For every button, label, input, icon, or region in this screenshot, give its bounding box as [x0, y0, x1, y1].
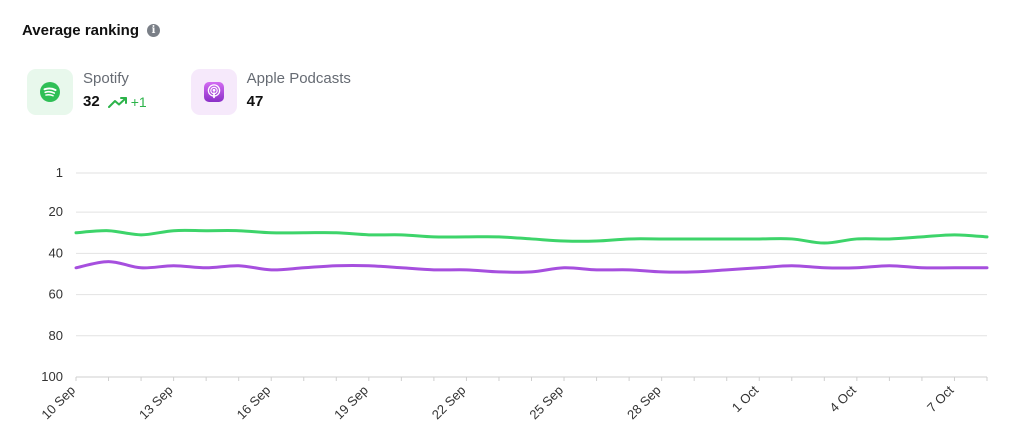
y-tick-label: 40: [49, 245, 63, 260]
platform-spotify[interactable]: Spotify 32 +1: [27, 69, 147, 115]
y-tick-label: 100: [41, 369, 63, 384]
platform-apple-podcasts[interactable]: Apple Podcasts 47: [190, 69, 351, 115]
platform-ranking: 32: [83, 93, 100, 110]
chart-title: Average ranking: [22, 22, 139, 39]
series-line-apple-podcasts: [74, 260, 989, 274]
ranking-change: +1: [107, 93, 147, 110]
x-tick-label: 4 Oct: [826, 382, 859, 415]
info-icon[interactable]: i: [147, 24, 160, 37]
ranking-change-value: +1: [130, 93, 147, 110]
x-tick-label: 1 Oct: [729, 382, 762, 415]
platform-ranking: 47: [246, 93, 264, 110]
x-tick-label: 16 Sep: [234, 383, 274, 423]
platform-summary: Spotify 32 +1: [27, 69, 395, 115]
x-tick-label: 25 Sep: [526, 383, 566, 423]
chart-header: Average ranking i: [22, 22, 160, 39]
platform-name: Spotify: [83, 70, 129, 87]
spotify-icon: [40, 82, 60, 102]
apple-podcasts-icon: [203, 82, 224, 102]
y-tick-label: 20: [49, 204, 63, 219]
x-tick-label: 19 Sep: [331, 383, 371, 423]
x-tick-label: 22 Sep: [429, 383, 469, 423]
spotify-badge: [27, 69, 73, 115]
x-tick-label: 7 Oct: [924, 382, 957, 415]
y-tick-label: 60: [49, 287, 63, 302]
trend-up-icon: [107, 96, 127, 108]
x-tick-label: 28 Sep: [624, 383, 664, 423]
apple-podcasts-badge: [190, 69, 237, 115]
x-tick-label: 13 Sep: [136, 383, 176, 423]
x-tick-label: 10 Sep: [38, 383, 78, 423]
y-tick-label: 80: [49, 328, 63, 343]
series-line-spotify: [74, 228, 989, 245]
platform-name: Apple Podcasts: [246, 70, 351, 87]
y-tick-label: 1: [56, 165, 63, 180]
